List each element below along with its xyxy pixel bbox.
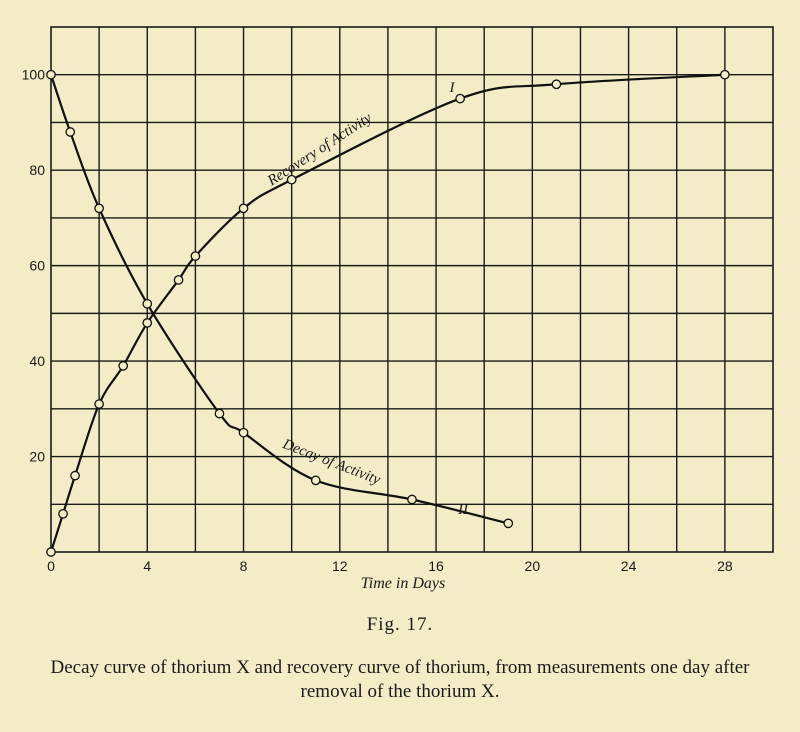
data-point <box>46 547 56 557</box>
data-point <box>58 508 68 519</box>
data-point <box>94 399 104 409</box>
x-tick-label: 20 <box>525 558 541 574</box>
x-tick-label: 28 <box>717 558 733 574</box>
x-tick-label: 4 <box>143 558 151 574</box>
x-tick-labels: 0 4 8 12 16 20 24 28 <box>47 558 733 574</box>
data-point <box>173 275 184 285</box>
x-tick-label: 24 <box>621 558 637 574</box>
y-tick-label: 80 <box>29 162 45 178</box>
data-point <box>65 127 76 137</box>
data-point <box>310 475 321 486</box>
plot-frame <box>50 26 774 553</box>
data-point <box>551 79 562 90</box>
data-point <box>94 203 104 214</box>
y-tick-label: 20 <box>29 449 45 465</box>
data-point <box>720 69 730 80</box>
grid-lines <box>51 27 773 552</box>
y-tick-labels: 20 40 60 80 100 <box>22 67 46 465</box>
data-point <box>142 298 153 309</box>
data-point <box>118 361 129 371</box>
series-tag-recovery: I <box>449 80 456 96</box>
series-label-decay: Decay of Activity <box>280 436 383 488</box>
data-point <box>70 470 80 481</box>
data-point <box>238 203 249 214</box>
data-point <box>503 518 514 529</box>
recovery-curve <box>49 73 725 553</box>
x-axis-label: Time in Days <box>361 575 445 592</box>
figure-caption: Decay curve of thorium X and recovery cu… <box>50 657 750 702</box>
y-tick-label: 40 <box>29 353 45 369</box>
data-point <box>238 427 249 438</box>
data-point <box>190 251 201 261</box>
y-tick-label: 60 <box>29 258 45 274</box>
data-point <box>142 318 153 328</box>
x-tick-label: 16 <box>428 558 444 574</box>
figure-label: Fig. 17. <box>366 614 434 635</box>
data-point <box>214 408 225 419</box>
series-tag-decay: II <box>457 502 469 518</box>
x-tick-label: 8 <box>240 558 248 574</box>
data-point <box>407 494 417 505</box>
x-tick-label: 0 <box>47 558 55 574</box>
data-point <box>46 69 56 80</box>
series-points <box>46 69 730 557</box>
data-point <box>286 174 297 185</box>
data-point <box>455 93 465 104</box>
y-tick-label: 100 <box>22 67 46 83</box>
x-tick-label: 12 <box>332 558 348 574</box>
